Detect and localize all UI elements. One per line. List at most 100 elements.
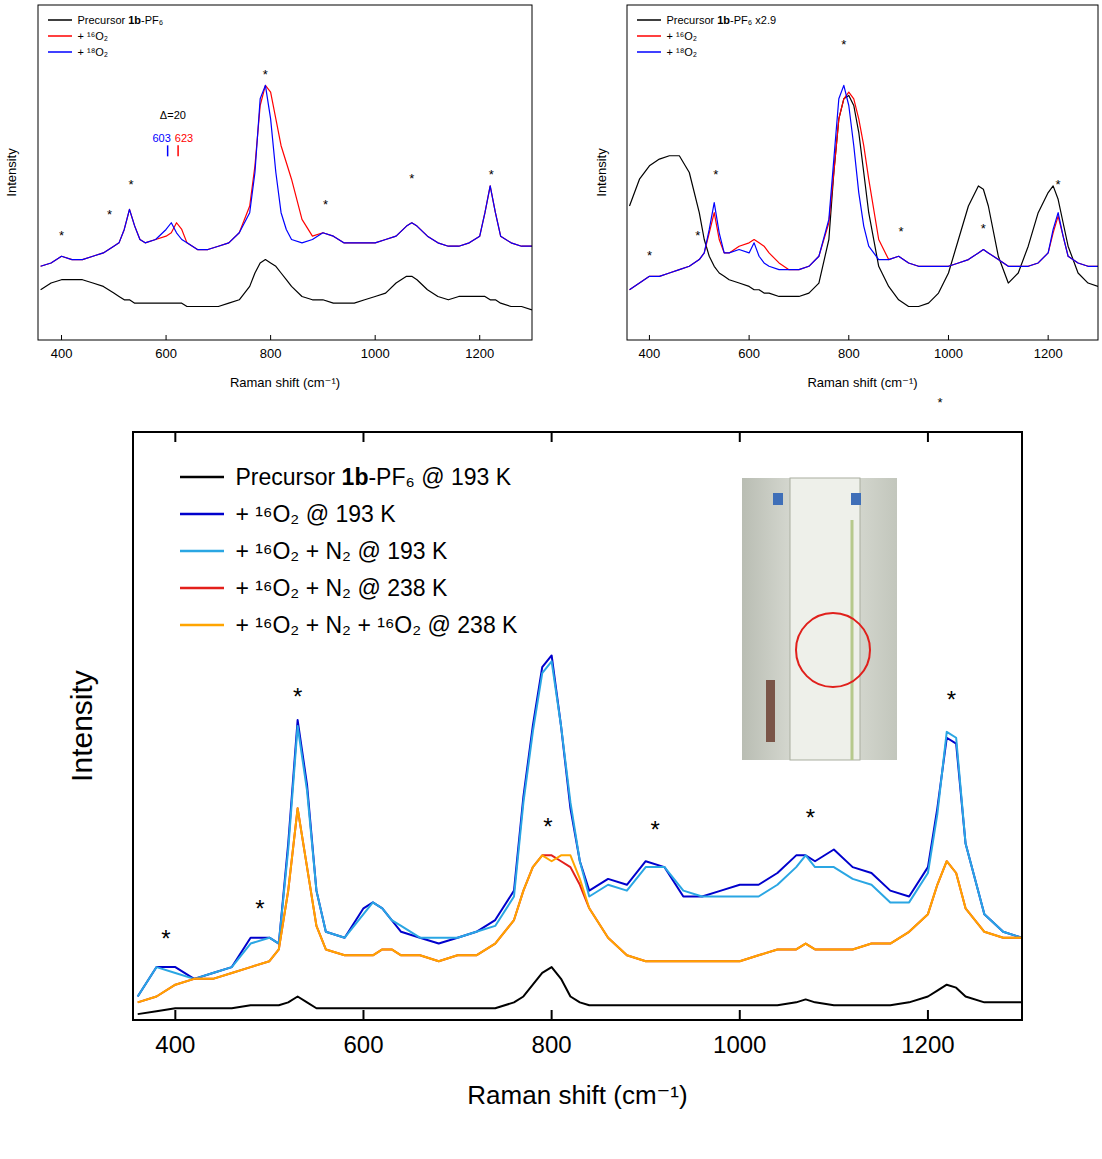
peak-asterisk: * [323,197,328,212]
series-line [138,808,1022,1002]
legend: Precursor 1b-PF₆ x2.9+ ¹⁶O₂+ ¹⁸O₂ [637,14,776,58]
peak-asterisk: * [806,804,815,831]
x-tick [749,335,750,340]
peak-asterisk: * [263,67,268,82]
x-tick-label: 1000 [713,1031,766,1058]
plot-frame [38,5,532,340]
peak-asterisk: * [713,167,718,182]
legend-swatch [180,624,224,626]
legend-swatch [48,51,72,53]
series-line [138,661,1022,996]
x-tick-label: 800 [532,1031,572,1058]
panel: 40060080010001200Raman shift (cm⁻¹)Inten… [65,432,1022,1110]
peak-asterisk: * [695,228,700,243]
series-line [138,967,1022,1014]
legend-label: + ¹⁶O₂ [78,30,109,42]
legend: Precursor 1b-PF₆ @ 193 K+ ¹⁶O₂ @ 193 K+ … [180,464,518,638]
series-line [138,808,1022,1002]
peak-asterisk: * [947,686,956,713]
photo-solution [851,520,854,760]
photo-label [766,680,775,742]
peak-asterisk: * [981,221,986,236]
x-tick-label: 400 [51,346,73,361]
legend: Precursor 1b-PF₆ + ¹⁶O₂ + ¹⁸O₂ [48,14,163,58]
x-tick [166,335,167,340]
annotation-marker [177,145,179,156]
x-tick [649,335,650,340]
photo-tape [851,493,861,505]
peak-asterisk: * [841,37,846,52]
legend-label: Precursor 1b-PF₆ x2.9 [667,14,777,26]
legend-label: + ¹⁸O₂ [667,46,698,58]
legend-swatch [48,19,72,21]
x-tick [848,335,849,340]
peak-asterisk: * [409,171,414,186]
x-tick-label: 1200 [465,346,494,361]
x-tick-top [174,432,176,442]
peak-asterisk: * [129,177,134,192]
peak-asterisk: * [293,683,302,710]
x-tick-label: 1000 [934,346,963,361]
legend-label: Precursor 1b-PF₆ @ 193 K [236,464,512,490]
peak-asterisk: * [107,207,112,222]
photo-background [742,478,897,760]
legend-swatch [637,35,661,37]
peak-asterisk: * [543,813,552,840]
annotation: Δ=20 [160,109,186,121]
annotation-marker [167,145,169,156]
x-axis-title: Raman shift (cm⁻¹) [807,375,917,390]
y-axis-title: Intensity [65,670,98,782]
peak-asterisk: * [255,895,264,922]
legend-label: + ¹⁶O₂ + N₂ @ 193 K [236,538,448,564]
legend-swatch [180,550,224,552]
legend-swatch [180,587,224,589]
x-tick [362,1010,364,1020]
photo-tube [790,478,860,760]
x-axis-title: Raman shift (cm⁻¹) [230,375,340,390]
x-tick-label: 800 [260,346,282,361]
legend-swatch [180,513,224,515]
inset-photo [742,478,897,760]
peak-asterisk: * [647,248,652,263]
x-tick [927,1010,929,1020]
panel: 40060080010001200Raman shift (cm⁻¹)Inten… [594,5,1098,410]
panel: 40060080010001200Raman shift (cm⁻¹)Inten… [4,5,532,390]
series-line [629,92,1098,290]
peak-asterisk: * [899,224,904,239]
series-line [41,85,532,266]
x-tick [1048,335,1049,340]
x-tick [375,335,376,340]
photo-tape [773,493,783,505]
x-tick [270,335,271,340]
x-tick [174,1010,176,1020]
x-tick [479,335,480,340]
x-tick-top [739,432,741,442]
series-line [138,655,1022,996]
legend-label: + ¹⁶O₂ + N₂ @ 238 K [236,575,448,601]
series-group [138,655,1022,1014]
peak-asterisk: * [650,816,659,843]
x-tick-label: 600 [155,346,177,361]
legend-label: Precursor 1b-PF₆ [78,14,164,26]
legend-swatch [637,51,661,53]
peak-asterisk: * [161,925,170,952]
x-tick-label: 400 [155,1031,195,1058]
figure: 400 600 800 1000 1200 Raman shift (cm⁻¹) Inten… [0,0,1102,1159]
peak-asterisk: * [489,167,494,182]
x-tick [739,1010,741,1020]
plot-frame [627,5,1098,340]
series-line [629,85,1098,289]
legend-label: + ¹⁸O₂ [78,46,109,58]
x-tick-top [362,432,364,442]
y-axis-title: Intensity [4,148,19,197]
series-group [41,85,532,309]
plot-frame [133,432,1022,1020]
x-tick [551,1010,553,1020]
x-tick-label: 600 [343,1031,383,1058]
peak-asterisk: * [1056,177,1061,192]
x-tick [61,335,62,340]
x-tick-label: 400 [639,346,661,361]
legend-swatch [48,35,72,37]
peak-asterisk: * [59,228,64,243]
legend-swatch [180,476,224,478]
